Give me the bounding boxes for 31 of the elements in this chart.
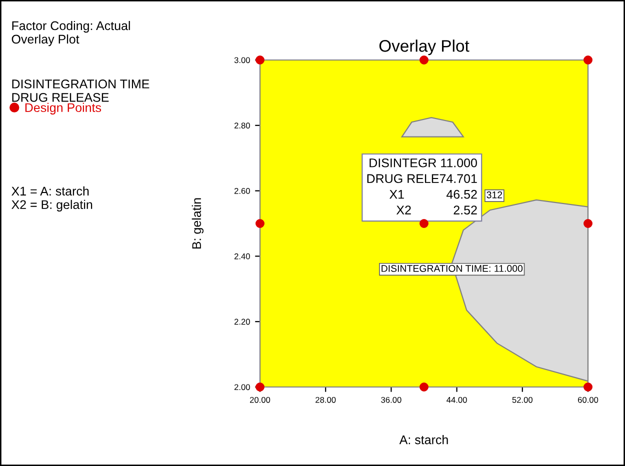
point xyxy=(256,56,264,64)
x-tick-label: 44.00 xyxy=(446,396,467,403)
x-tick-label: 60.00 xyxy=(578,396,598,403)
text: Factor Coding: Actual Overlay Plot xyxy=(12,20,130,46)
text: X1 = A: starch X2 = B: gelatin xyxy=(12,186,92,212)
x-tick-label: 52.00 xyxy=(512,396,532,403)
point xyxy=(584,382,592,392)
annotation: 312 xyxy=(486,191,502,198)
point xyxy=(420,219,428,228)
annotation: DISINTEGR 11.000 DRUG RELE74.701 X1 46.52 X2 2.52 xyxy=(367,158,477,214)
x-tick-label: 28.00 xyxy=(316,396,336,403)
point xyxy=(420,382,428,392)
text: DISINTEGRATION TIME DRUG RELEASE xyxy=(12,80,150,102)
y-tick-label: 2.60 xyxy=(234,188,250,194)
legend-label: Design Points xyxy=(25,102,102,115)
y-tick-label: 2.00 xyxy=(234,384,250,390)
point xyxy=(584,219,592,228)
annotation: DISINTEGRATION TIME: 11.000 xyxy=(382,265,523,272)
chart-title: Overlay Plot xyxy=(379,40,470,56)
y-axis-title: B: gelatin xyxy=(192,198,204,249)
x-tick-label: 36.00 xyxy=(381,396,402,403)
point xyxy=(420,56,428,64)
x-tick-label: 20.00 xyxy=(250,396,270,403)
point xyxy=(256,219,264,228)
y-tick-label: 2.20 xyxy=(234,318,250,325)
y-tick-label: 2.40 xyxy=(234,253,250,260)
point xyxy=(584,56,592,64)
y-tick-label: 2.80 xyxy=(234,122,250,128)
point xyxy=(256,382,264,392)
x-axis-title: A: starch xyxy=(399,435,448,444)
y-tick-label: 3.00 xyxy=(234,57,250,64)
